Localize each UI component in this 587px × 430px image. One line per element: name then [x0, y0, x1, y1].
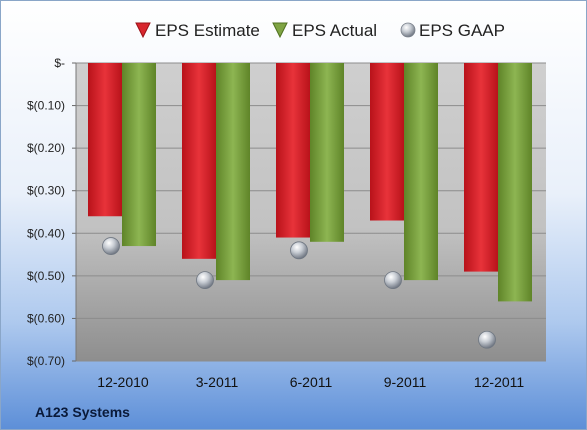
- y-tick-label: $(0.20): [27, 141, 65, 155]
- estimate-bar: [182, 63, 216, 259]
- actual-bar: [122, 63, 156, 247]
- y-tick-label: $(0.60): [27, 311, 65, 325]
- y-tick-label: $(0.30): [27, 184, 65, 198]
- legend-actual-swatch-icon: [272, 22, 288, 39]
- legend-actual-label: EPS Actual: [292, 21, 377, 40]
- y-axis: $- $(0.10) $(0.20) $(0.30) $(0.40) $(0.50) $(0…: [27, 56, 77, 368]
- estimate-bar: [370, 63, 404, 221]
- x-category-label: 9-2011: [384, 374, 427, 390]
- legend-item-gaap[interactable]: EPS GAAP: [400, 21, 505, 40]
- legend-gaap-swatch-icon: [400, 22, 416, 38]
- x-category-label: 12-2010: [97, 374, 149, 390]
- gaap-marker: [196, 271, 214, 290]
- bars: [88, 63, 532, 302]
- y-tick-label: $-: [54, 56, 65, 70]
- x-category-label: 12-2011: [474, 374, 525, 390]
- y-tick-label: $(0.50): [27, 269, 65, 283]
- estimate-bar: [464, 63, 498, 272]
- gaap-marker: [478, 330, 496, 349]
- x-category-label: 3-2011: [196, 374, 239, 390]
- gaap-markers: [102, 237, 496, 349]
- company-label: A123 Systems: [35, 404, 130, 420]
- x-axis: 12-2010 3-2011 6-2011 9-2011 12-2011: [97, 374, 524, 390]
- gaap-marker: [384, 271, 402, 290]
- legend-estimate-label: EPS Estimate: [155, 21, 260, 40]
- y-tick-label: $(0.70): [27, 354, 65, 368]
- legend-gaap-label: EPS GAAP: [419, 21, 505, 40]
- actual-bar: [498, 63, 532, 302]
- estimate-bar: [276, 63, 310, 238]
- y-tick-label: $(0.40): [27, 226, 65, 240]
- legend-estimate-swatch-icon: [135, 22, 151, 39]
- actual-bar: [216, 63, 250, 281]
- gaap-marker: [102, 237, 120, 255]
- x-category-label: 6-2011: [290, 374, 333, 390]
- estimate-bar: [88, 63, 122, 217]
- actual-bar: [310, 63, 344, 242]
- legend-item-estimate[interactable]: EPS Estimate: [135, 21, 260, 40]
- actual-bar: [404, 63, 438, 281]
- legend-item-actual[interactable]: EPS Actual: [272, 21, 377, 40]
- y-tick-label: $(0.10): [27, 99, 65, 113]
- legend: EPS Estimate EPS Actual EPS GAAP: [135, 21, 505, 40]
- gaap-marker: [290, 241, 308, 260]
